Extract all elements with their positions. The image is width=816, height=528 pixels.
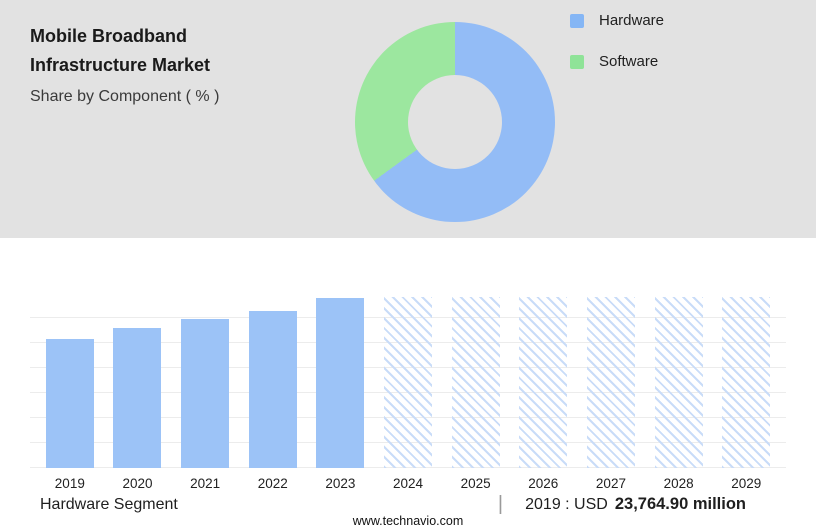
value-bold: 23,764.90 million — [614, 495, 746, 513]
bar-chart-section: 2019 2020 2021 2022 2023 2024 2025 2026 2027 2028… — [0, 240, 816, 528]
x-axis-label-2027: 2027 — [595, 476, 626, 491]
legend: Hardware Software — [570, 12, 664, 94]
header-panel: Mobile Broadband Infrastructure Market S… — [0, 0, 816, 238]
x-axis-label-2020: 2020 — [122, 476, 153, 491]
x-axis-label-2019: 2019 — [54, 476, 85, 491]
x-axis-label-2024: 2024 — [393, 476, 424, 491]
bar-chart-plot — [30, 293, 786, 468]
separator: | — [497, 493, 504, 515]
bar-2019 — [45, 338, 94, 468]
bar-column-2028 — [645, 293, 713, 468]
x-axis-label-2021: 2021 — [190, 476, 221, 491]
segment-label: Hardware Segment — [40, 496, 178, 513]
website-url: www.technavio.com — [352, 514, 464, 528]
value-prefix: 2019 : USD — [525, 496, 608, 513]
x-axis-label-2026: 2026 — [528, 476, 559, 491]
bar-column-2025 — [442, 293, 510, 468]
software-swatch-icon — [570, 54, 584, 69]
chart-title-line1: Mobile Broadband — [30, 26, 187, 46]
title-block: Mobile Broadband Infrastructure Market S… — [30, 22, 219, 108]
legend-item-hardware: Hardware — [570, 12, 664, 29]
bar-column-2021 — [171, 293, 239, 468]
bars-row — [30, 293, 786, 468]
donut-hole — [408, 75, 502, 169]
bar-2020 — [113, 328, 162, 468]
bar-column-2019 — [36, 293, 104, 468]
bar-2029 — [722, 296, 771, 468]
x-axis-label-2029: 2029 — [731, 476, 762, 491]
bar-2022 — [248, 310, 297, 468]
x-axis-label-2023: 2023 — [325, 476, 356, 491]
legend-item-software: Software — [570, 53, 664, 70]
bar-2028 — [654, 296, 703, 468]
chart-title-line2: Infrastructure Market — [30, 55, 211, 75]
legend-label-hardware: Hardware — [599, 12, 665, 29]
bar-column-2024 — [374, 293, 442, 468]
footer-row: Hardware Segment | 2019 : USD 23,764.90 … — [40, 492, 746, 515]
bar-2024 — [384, 296, 433, 468]
bar-column-2026 — [509, 293, 577, 468]
bar-column-2029 — [712, 293, 780, 468]
hardware-swatch-icon — [570, 13, 584, 28]
bar-2027 — [586, 296, 635, 468]
chart-subtitle: Share by Component ( % ) — [30, 88, 220, 105]
x-axis-label-2028: 2028 — [663, 476, 694, 491]
donut-chart-wrap — [355, 22, 555, 222]
legend-label-software: Software — [599, 53, 659, 70]
bar-column-2027 — [577, 293, 645, 468]
x-axis-label-2025: 2025 — [460, 476, 491, 491]
bar-2023 — [316, 298, 365, 468]
bar-2021 — [181, 319, 230, 468]
x-axis-labels: 2019 2020 2021 2022 2023 2024 2025 2026 2027 2028… — [30, 476, 786, 491]
bar-2026 — [519, 296, 568, 468]
x-axis-label-2022: 2022 — [257, 476, 288, 491]
bar-2025 — [451, 296, 500, 468]
bar-column-2023 — [307, 293, 375, 468]
footer-value-group: | 2019 : USD 23,764.90 million — [498, 492, 746, 515]
bar-column-2020 — [104, 293, 172, 468]
bar-column-2022 — [239, 293, 307, 468]
